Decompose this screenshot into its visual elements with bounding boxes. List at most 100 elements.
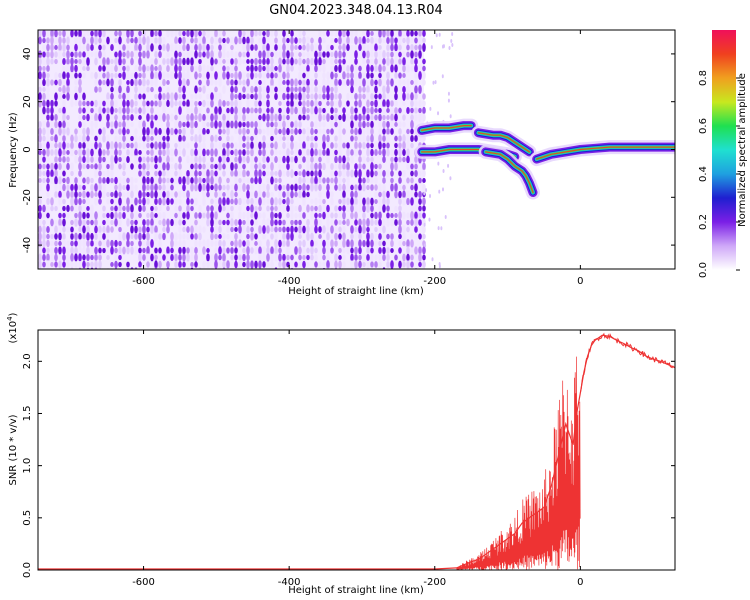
noise-speck xyxy=(318,43,322,52)
noise-speck xyxy=(74,30,78,37)
noise-speck xyxy=(366,72,370,79)
noise-speck xyxy=(70,64,74,73)
noise-speck xyxy=(194,219,198,226)
noise-speck xyxy=(62,113,66,122)
noise-speck xyxy=(90,127,94,136)
noise-speck xyxy=(238,71,242,80)
noise-speck xyxy=(378,191,382,198)
noise-speck xyxy=(242,156,246,163)
noise-speck xyxy=(158,247,162,254)
noise-speck xyxy=(318,64,322,73)
noise-speck xyxy=(207,268,209,269)
noise-speck xyxy=(406,30,410,37)
noise-speck xyxy=(238,233,242,240)
noise-speck xyxy=(86,232,90,241)
noise-speck xyxy=(274,72,278,79)
noise-speck xyxy=(362,134,366,143)
noise-speck xyxy=(286,232,290,241)
noise-speck xyxy=(242,219,246,226)
noise-speck xyxy=(438,261,441,266)
noise-speck xyxy=(390,113,394,122)
noise-speck xyxy=(158,184,162,191)
noise-speck xyxy=(370,239,374,248)
noise-speck xyxy=(98,247,102,254)
noise-speck xyxy=(270,121,274,128)
noise-speck xyxy=(122,162,126,171)
noise-speck xyxy=(66,72,70,79)
noise-speck xyxy=(234,113,238,122)
noise-speck xyxy=(214,113,218,122)
noise-speck xyxy=(142,205,146,212)
noise-speck xyxy=(126,79,130,86)
noise-speck xyxy=(358,233,362,240)
noise-speck xyxy=(50,106,54,115)
noise-speck xyxy=(374,219,378,226)
noise-speck xyxy=(342,142,346,149)
noise-speck xyxy=(394,162,398,171)
noise-speck xyxy=(294,226,298,233)
noise-speck xyxy=(42,239,46,248)
noise-speck xyxy=(114,99,118,108)
noise-speck xyxy=(310,142,314,149)
noise-speck xyxy=(306,85,310,94)
noise-speck xyxy=(342,197,346,206)
noise-speck xyxy=(222,85,226,94)
noise-speck xyxy=(86,219,90,226)
noise-speck xyxy=(334,135,338,142)
noise-speck xyxy=(174,50,178,59)
noise-speck xyxy=(286,155,290,164)
noise-speck xyxy=(410,142,414,149)
noise-speck xyxy=(82,155,86,164)
noise-speck xyxy=(314,64,318,73)
noise-speck xyxy=(202,212,206,219)
noise-speck xyxy=(386,134,390,143)
noise-speck xyxy=(330,71,334,80)
noise-speck xyxy=(262,92,266,101)
noise-speck xyxy=(146,226,150,233)
noise-speck xyxy=(130,219,134,226)
noise-speck xyxy=(110,141,114,150)
noise-speck xyxy=(366,135,370,142)
noise-speck xyxy=(270,78,274,87)
noise-speck xyxy=(262,100,266,107)
noise-speck xyxy=(42,212,46,219)
noise-speck xyxy=(370,120,374,129)
noise-speck xyxy=(306,170,310,177)
noise-speck xyxy=(190,205,194,212)
noise-speck xyxy=(78,43,82,52)
noise-speck xyxy=(182,183,186,192)
noise-speck xyxy=(322,141,326,150)
noise-speck xyxy=(46,30,50,37)
noise-speck xyxy=(202,99,206,108)
noise-speck xyxy=(246,65,250,72)
noise-speck xyxy=(106,113,110,122)
noise-speck xyxy=(402,37,406,44)
noise-speck xyxy=(163,268,165,269)
noise-speck xyxy=(202,30,206,37)
noise-speck xyxy=(306,261,310,268)
noise-speck xyxy=(418,219,422,226)
noise-speck xyxy=(338,79,342,86)
noise-speck xyxy=(70,30,74,38)
noise-speck xyxy=(54,169,58,178)
noise-speck xyxy=(94,191,98,198)
noise-speck xyxy=(366,148,370,157)
noise-speck xyxy=(146,261,150,268)
noise-speck xyxy=(414,232,418,241)
noise-speck xyxy=(162,218,166,227)
noise-speck xyxy=(222,170,226,177)
noise-speck xyxy=(258,114,262,121)
noise-speck xyxy=(66,162,70,171)
noise-speck xyxy=(202,239,206,248)
noise-speck xyxy=(62,149,66,156)
noise-speck xyxy=(174,120,178,129)
noise-speck xyxy=(94,183,98,192)
noise-speck xyxy=(182,57,186,66)
noise-speck xyxy=(250,191,254,198)
noise-speck xyxy=(354,219,358,226)
noise-speck xyxy=(338,163,342,170)
noise-speck xyxy=(54,261,58,268)
noise-speck xyxy=(410,30,414,37)
noise-speck xyxy=(194,114,198,121)
noise-speck xyxy=(142,64,146,73)
